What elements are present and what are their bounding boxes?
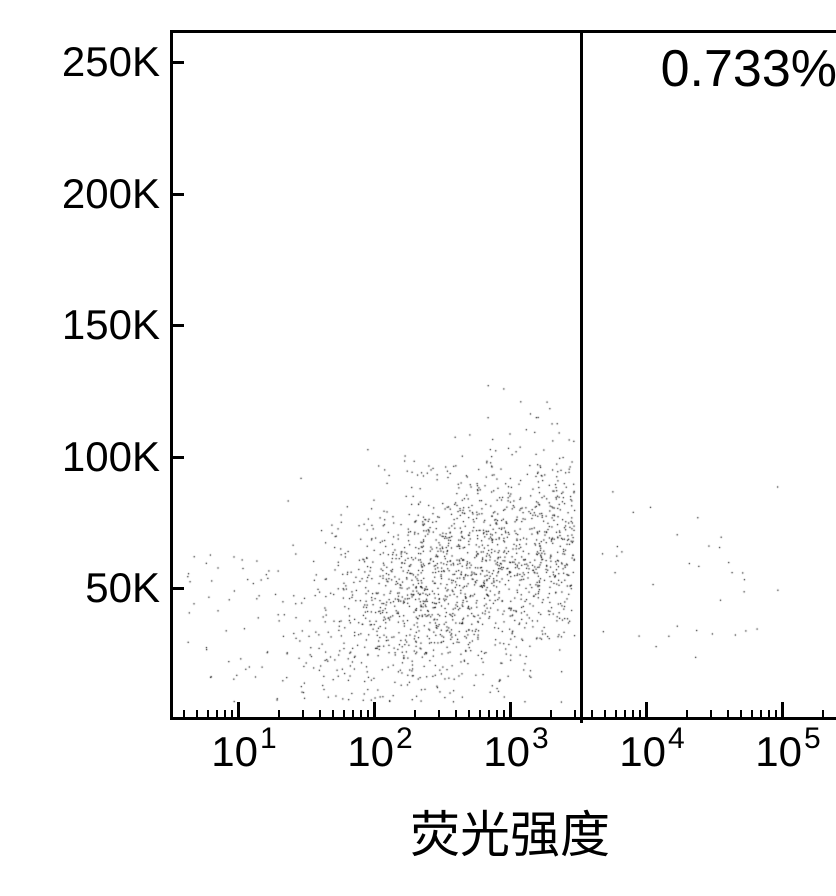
x-minor-tick <box>352 710 354 720</box>
x-axis-title: 荧光强度 <box>390 795 630 867</box>
x-minor-tick <box>196 710 198 720</box>
plot-area: 0.733% <box>170 30 836 720</box>
x-minor-tick <box>615 710 617 720</box>
gate-percentage-label: 0.733% <box>661 39 836 99</box>
x-minor-tick <box>231 710 233 720</box>
x-minor-tick <box>278 710 280 720</box>
y-tick-mark <box>170 324 184 327</box>
x-minor-tick <box>727 710 729 720</box>
y-tick-label: 100K <box>50 433 160 481</box>
x-minor-tick <box>468 710 470 720</box>
x-minor-tick <box>414 710 416 720</box>
x-minor-tick <box>302 710 304 720</box>
x-tick-label: 103 <box>470 728 560 776</box>
x-minor-tick <box>343 710 345 720</box>
x-minor-tick <box>574 710 576 720</box>
x-minor-tick <box>224 710 226 720</box>
x-tick-label: 104 <box>606 728 696 776</box>
x-minor-tick <box>639 710 641 720</box>
x-minor-tick <box>367 710 369 720</box>
x-minor-tick <box>632 710 634 720</box>
x-minor-tick <box>360 710 362 720</box>
gate-divider-line <box>580 33 583 723</box>
x-minor-tick <box>438 710 440 720</box>
x-minor-tick <box>479 710 481 720</box>
x-tick-mark <box>237 702 240 720</box>
x-minor-tick <box>686 710 688 720</box>
y-tick-mark <box>170 61 184 64</box>
x-minor-tick <box>488 710 490 720</box>
x-tick-label: 105 <box>742 728 832 776</box>
x-minor-tick <box>550 710 552 720</box>
x-minor-tick <box>604 710 606 720</box>
x-minor-tick <box>503 710 505 720</box>
x-minor-tick <box>332 710 334 720</box>
x-minor-tick <box>822 710 824 720</box>
flow-cytometry-scatter: 0.733% 50K100K150K200K250K 1011021031041… <box>50 20 820 840</box>
x-tick-label: 102 <box>334 728 424 776</box>
x-minor-tick <box>183 710 185 720</box>
x-minor-tick <box>496 710 498 720</box>
x-minor-tick <box>760 710 762 720</box>
x-minor-tick <box>207 710 209 720</box>
x-minor-tick <box>775 710 777 720</box>
y-tick-label: 50K <box>50 564 160 612</box>
y-tick-label: 200K <box>50 170 160 218</box>
x-tick-mark <box>645 702 648 720</box>
x-minor-tick <box>751 710 753 720</box>
x-minor-tick <box>710 710 712 720</box>
y-tick-mark <box>170 456 184 459</box>
x-minor-tick <box>768 710 770 720</box>
x-tick-mark <box>373 702 376 720</box>
y-tick-label: 150K <box>50 301 160 349</box>
x-minor-tick <box>455 710 457 720</box>
scatter-canvas <box>173 33 836 723</box>
x-minor-tick <box>216 710 218 720</box>
y-tick-mark <box>170 587 184 590</box>
x-minor-tick <box>591 710 593 720</box>
x-minor-tick <box>624 710 626 720</box>
y-tick-label: 250K <box>50 38 160 86</box>
y-tick-mark <box>170 193 184 196</box>
x-tick-mark <box>781 702 784 720</box>
x-tick-mark <box>509 702 512 720</box>
x-minor-tick <box>740 710 742 720</box>
x-tick-label: 101 <box>198 728 288 776</box>
x-minor-tick <box>319 710 321 720</box>
